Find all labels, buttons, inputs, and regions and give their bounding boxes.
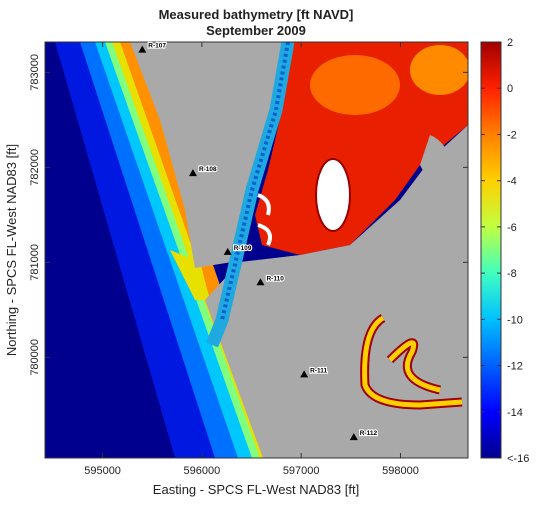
station-label: R-112 xyxy=(360,430,378,437)
y-tick-label: 781000 xyxy=(29,244,41,281)
colorbar-tick-label: -4 xyxy=(507,176,517,188)
colorbar-tick-label: -6 xyxy=(507,222,517,234)
x-tick-label: 598000 xyxy=(382,465,419,477)
colorbar-tick-label: <-16 xyxy=(507,453,529,465)
figure: Measured bathymetry [ft NAVD] September … xyxy=(0,0,543,505)
station-label: R-110 xyxy=(266,275,284,282)
title-line: September 2009 xyxy=(206,23,306,38)
colorbar-tick-label: -14 xyxy=(507,407,523,419)
title-line: Measured bathymetry [ft NAVD] xyxy=(159,7,354,22)
station-label: R-111 xyxy=(310,367,327,374)
colorbar-tick-label: -2 xyxy=(507,129,517,141)
colorbar-tick-label: -8 xyxy=(507,268,517,280)
colorbar xyxy=(481,42,501,458)
shallow-patch xyxy=(410,45,470,95)
station-label: R-108 xyxy=(199,166,217,173)
x-tick-label: 596000 xyxy=(184,465,221,477)
x-axis-label: Easting - SPCS FL-West NAD83 [ft] xyxy=(153,482,359,497)
colorbar-tick-label: 0 xyxy=(507,83,513,95)
y-tick-label: 783000 xyxy=(29,54,41,91)
colorbar-tick-label: 2 xyxy=(507,37,513,49)
x-tick-label: 597000 xyxy=(283,465,320,477)
island xyxy=(316,159,350,231)
colorbar-tick-label: -12 xyxy=(507,361,523,373)
station-label: R-107 xyxy=(148,43,166,50)
bathymetry-map xyxy=(45,42,470,458)
colorbar-tick-label: -10 xyxy=(507,314,523,326)
station-label: R-109 xyxy=(234,245,252,252)
shallow-patch xyxy=(310,55,400,115)
y-tick-label: 780000 xyxy=(29,339,41,376)
x-tick-label: 595000 xyxy=(84,465,121,477)
y-tick-label: 782000 xyxy=(29,149,41,186)
y-axis-label: Northing - SPCS FL-West NAD83 [ft] xyxy=(4,144,19,356)
